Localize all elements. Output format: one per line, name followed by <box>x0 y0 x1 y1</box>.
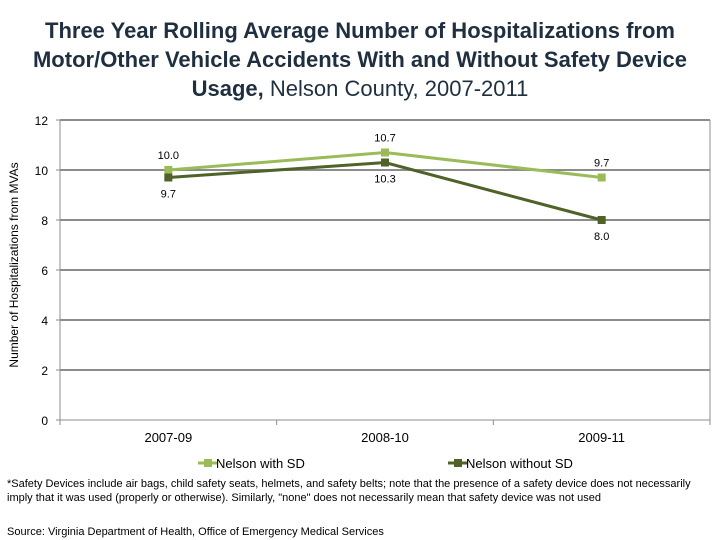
y-tick-label: 4 <box>41 314 48 328</box>
data-label: 9.7 <box>161 189 176 201</box>
legend-marker <box>454 459 462 467</box>
x-tick-label: 2009-11 <box>578 430 625 445</box>
x-tick-label: 2008-10 <box>361 430 409 445</box>
y-tick-label: 2 <box>41 364 48 378</box>
data-label: 10.7 <box>374 133 395 145</box>
data-point <box>597 216 606 224</box>
data-point <box>164 173 173 182</box>
line-chart: 0 2 4 6 8 10 12 2007-09 2008-10 2009-11 Number of … <box>7 114 711 471</box>
title-rest: Nelson County, 2007-2011 <box>263 76 529 101</box>
footnote: *Safety Devices include air bags, child … <box>7 478 691 504</box>
data-label: 10.3 <box>374 174 395 186</box>
data-label: 9.7 <box>594 158 609 170</box>
y-tick-label: 6 <box>41 264 48 278</box>
source-note: Source: Virginia Department of Health, O… <box>7 526 384 538</box>
legend-label: Nelson with SD <box>216 456 305 471</box>
y-axis-label: Number of Hospitalizations from MVAs <box>7 162 21 367</box>
data-point <box>381 158 389 167</box>
x-tick-label: 2007-09 <box>144 430 192 445</box>
data-point <box>381 148 389 157</box>
data-point <box>164 166 173 174</box>
legend-marker <box>204 459 212 467</box>
y-tick-label: 12 <box>35 114 49 128</box>
data-label: 10.0 <box>158 150 179 162</box>
y-tick-label: 0 <box>41 414 48 428</box>
y-tick-label: 8 <box>41 214 48 228</box>
legend-label: Nelson without SD <box>466 456 573 471</box>
data-label: 8.0 <box>594 231 609 243</box>
y-tick-label: 10 <box>35 164 49 178</box>
chart-title: Three Year Rolling Average Number of Hos… <box>0 16 720 103</box>
title-bold: Three Year Rolling Average Number of Hos… <box>32 18 687 101</box>
data-point <box>597 173 606 182</box>
